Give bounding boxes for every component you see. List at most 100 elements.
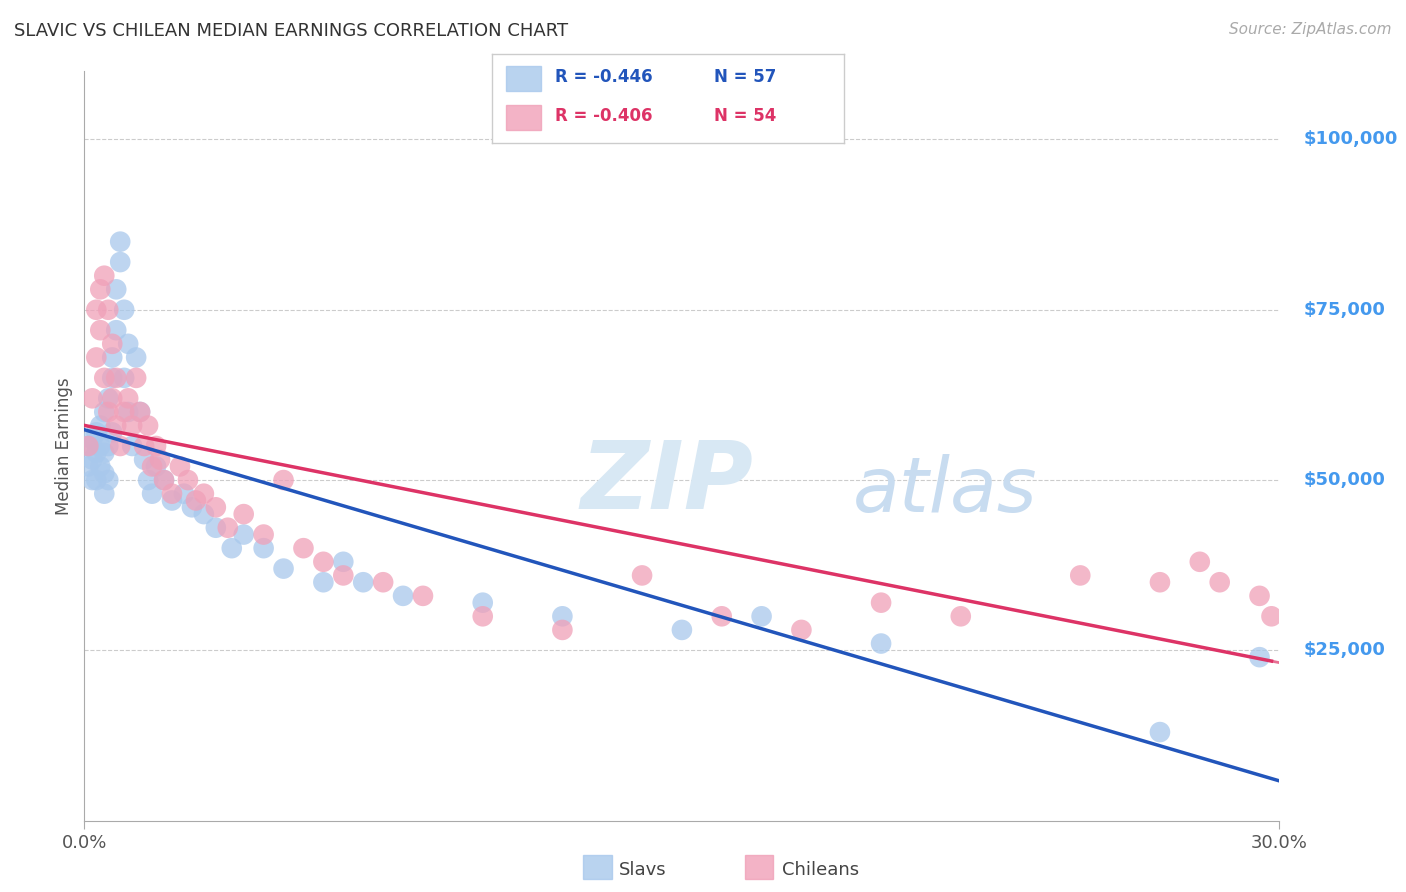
Point <box>93 467 115 481</box>
Point <box>177 473 200 487</box>
Point <box>205 521 228 535</box>
Point <box>136 418 159 433</box>
Text: Slavs: Slavs <box>619 861 666 879</box>
Point <box>471 609 494 624</box>
Point <box>110 235 132 249</box>
Point <box>1069 568 1091 582</box>
Point <box>97 405 120 419</box>
Text: $100,000: $100,000 <box>1303 130 1398 148</box>
Point <box>153 473 176 487</box>
Point <box>870 596 893 610</box>
Point <box>77 439 100 453</box>
Text: SLAVIC VS CHILEAN MEDIAN EARNINGS CORRELATION CHART: SLAVIC VS CHILEAN MEDIAN EARNINGS CORREL… <box>14 22 568 40</box>
Text: N = 54: N = 54 <box>714 107 776 125</box>
Point <box>173 486 195 500</box>
Point <box>112 302 135 317</box>
Point <box>129 405 152 419</box>
Point <box>101 336 124 351</box>
Point <box>145 439 167 453</box>
FancyBboxPatch shape <box>506 105 541 130</box>
Point <box>1188 555 1211 569</box>
Point <box>217 521 239 535</box>
Text: $75,000: $75,000 <box>1303 301 1385 318</box>
Point <box>129 405 152 419</box>
Point <box>193 507 215 521</box>
Point <box>117 336 139 351</box>
Point <box>121 439 143 453</box>
Point <box>89 439 111 453</box>
Point <box>292 541 315 556</box>
Point <box>145 459 167 474</box>
Point <box>101 351 124 365</box>
Point <box>77 459 100 474</box>
Point <box>82 473 104 487</box>
Text: ZIP: ZIP <box>581 437 754 530</box>
Y-axis label: Median Earnings: Median Earnings <box>55 377 73 515</box>
Text: R = -0.446: R = -0.446 <box>555 68 652 86</box>
Point <box>671 623 693 637</box>
Point <box>86 425 108 440</box>
Point <box>101 425 124 440</box>
Point <box>273 561 295 575</box>
Point <box>82 432 104 446</box>
Point <box>93 405 115 419</box>
Point <box>1208 575 1230 590</box>
Text: atlas: atlas <box>852 454 1038 528</box>
Point <box>205 500 228 515</box>
Point <box>1260 609 1282 624</box>
Point <box>153 473 176 487</box>
Point <box>97 439 120 453</box>
Point <box>392 589 415 603</box>
Point <box>160 493 183 508</box>
Point <box>97 302 120 317</box>
Point <box>1149 725 1171 739</box>
Point <box>93 371 115 385</box>
Point <box>110 255 132 269</box>
Point <box>86 473 108 487</box>
Point <box>105 323 128 337</box>
Point <box>949 609 972 624</box>
Point <box>751 609 773 624</box>
Point <box>86 302 108 317</box>
Point <box>101 392 124 406</box>
Point <box>77 439 100 453</box>
Point <box>471 596 494 610</box>
Point <box>221 541 243 556</box>
Point <box>312 555 335 569</box>
Point <box>86 446 108 460</box>
Point <box>93 446 115 460</box>
Point <box>273 473 295 487</box>
Point <box>97 392 120 406</box>
Point <box>89 418 111 433</box>
Point <box>160 486 183 500</box>
Point <box>97 473 120 487</box>
Point <box>101 371 124 385</box>
Point <box>193 486 215 500</box>
Point <box>105 282 128 296</box>
Point <box>1149 575 1171 590</box>
Point <box>141 459 163 474</box>
Point <box>110 439 132 453</box>
Point <box>105 371 128 385</box>
Point <box>371 575 394 590</box>
Point <box>82 392 104 406</box>
Point <box>136 473 159 487</box>
Point <box>551 623 574 637</box>
Point <box>117 405 139 419</box>
Point <box>93 486 115 500</box>
Point <box>125 371 148 385</box>
Point <box>253 541 276 556</box>
Point <box>352 575 374 590</box>
Point <box>93 268 115 283</box>
Text: $50,000: $50,000 <box>1303 471 1385 489</box>
Point <box>631 568 654 582</box>
Point <box>112 405 135 419</box>
Point <box>870 636 893 650</box>
Point <box>125 351 148 365</box>
Point <box>412 589 434 603</box>
Point <box>132 452 156 467</box>
Point <box>82 452 104 467</box>
Text: R = -0.406: R = -0.406 <box>555 107 652 125</box>
Point <box>112 371 135 385</box>
Point <box>121 418 143 433</box>
